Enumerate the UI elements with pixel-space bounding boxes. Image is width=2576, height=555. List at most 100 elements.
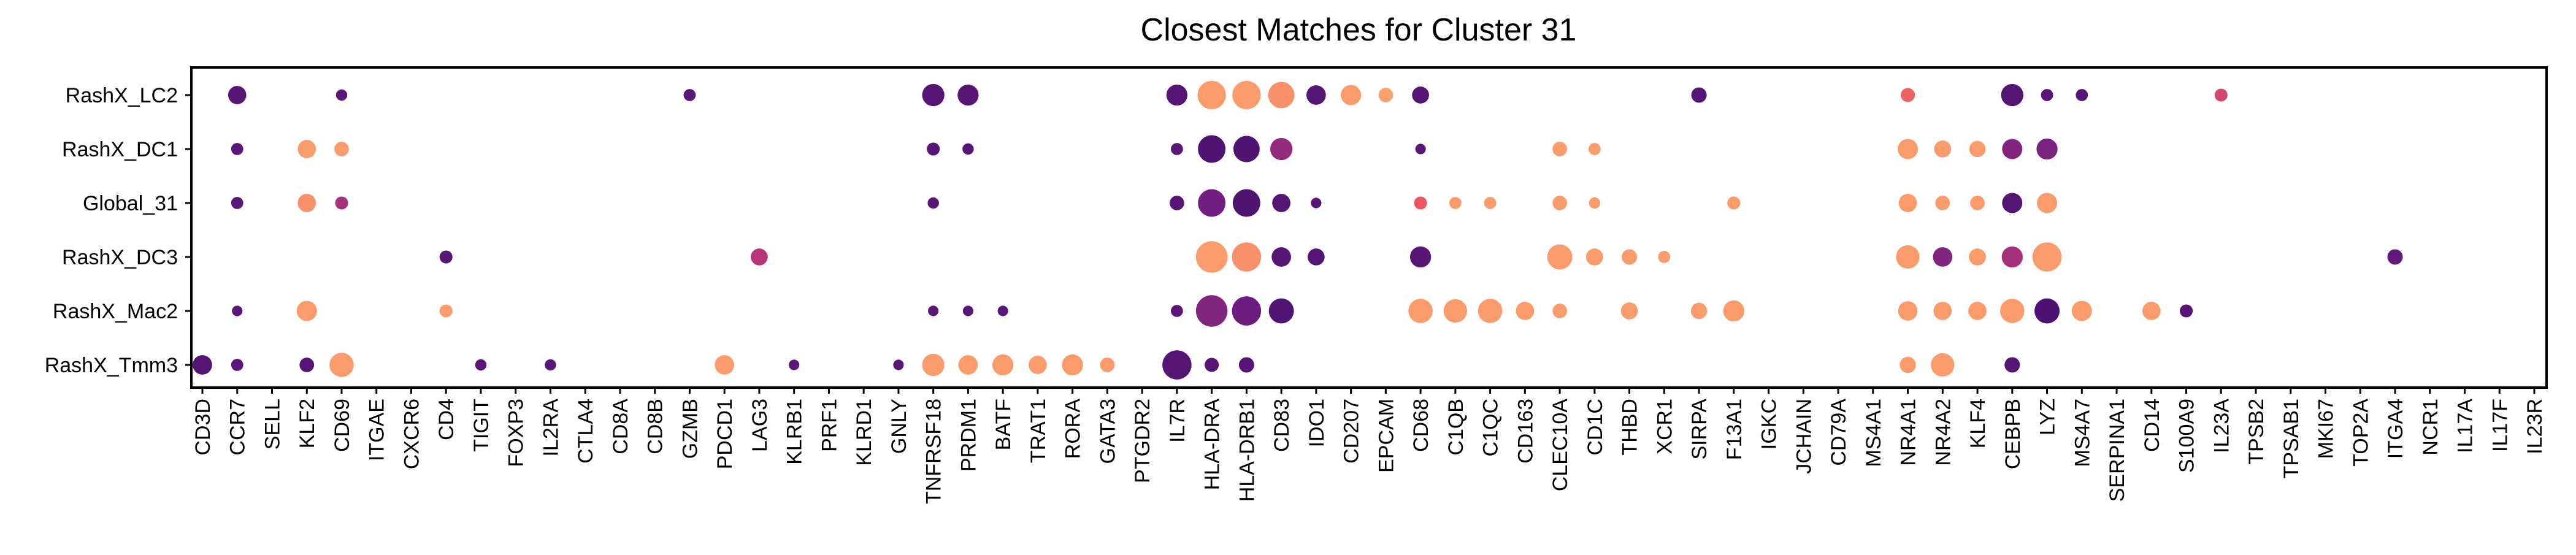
dot-rashx-lc2-cebpb — [2001, 83, 2023, 107]
column-label-cd8a: CD8A — [609, 399, 632, 454]
dot-rashx-tmm3-klrb1 — [789, 359, 800, 370]
dot-rashx-dc3-nr4a1 — [1896, 245, 1920, 269]
dots-layer — [193, 80, 2403, 380]
dot-rashx-tmm3-hla-drb1 — [1238, 357, 1254, 373]
dot-global-31-klf4 — [1970, 196, 1985, 210]
column-label-il17a: IL17A — [2454, 399, 2477, 453]
column-label-sirpa: SIRPA — [1688, 399, 1711, 460]
column-label-cd68: CD68 — [1409, 399, 1433, 452]
dot-global-31-cd68 — [1414, 196, 1427, 210]
column-label-cd79a: CD79A — [1827, 399, 1850, 466]
dot-rashx-mac2-cebpb — [2000, 299, 2025, 323]
dot-rashx-tmm3-prdm1 — [958, 355, 978, 375]
column-label-il17f: IL17F — [2488, 399, 2512, 452]
dot-rashx-lc2-ccr7 — [228, 86, 247, 104]
column-label-ido1: IDO1 — [1305, 399, 1328, 447]
dot-rashx-dc3-nr4a2 — [1933, 247, 1953, 267]
column-label-cd1c: CD1C — [1584, 399, 1607, 456]
column-label-ncr1: NCR1 — [2419, 399, 2442, 456]
column-label-cd8b: CD8B — [644, 399, 667, 454]
column-label-top2a: TOP2A — [2349, 399, 2372, 467]
dot-rashx-mac2-c1qb — [1443, 299, 1468, 323]
column-label-igkc: IGKC — [1758, 399, 1781, 450]
dot-rashx-tmm3-hla-dra — [1205, 358, 1219, 372]
dot-rashx-mac2-ms4a7 — [2071, 300, 2092, 321]
column-label-clec10a: CLEC10A — [1549, 399, 1572, 492]
dot-rashx-mac2-thbd — [1620, 302, 1638, 320]
row-label-global-31: Global_31 — [83, 192, 178, 215]
dot-rashx-dc3-ido1 — [1308, 248, 1325, 266]
dot-rashx-mac2-hla-dra — [1195, 295, 1228, 327]
row-label-rashx-dc3: RashX_DC3 — [62, 246, 178, 269]
dot-rashx-mac2-cd14 — [2142, 302, 2161, 320]
column-label-cd207: CD207 — [1340, 399, 1363, 464]
dot-global-31-cd83 — [1272, 194, 1290, 212]
dot-rashx-mac2-c1qc — [1478, 299, 1503, 323]
column-label-pdcd1: PDCD1 — [713, 399, 737, 469]
dot-global-31-cd69 — [335, 196, 348, 210]
row-label-rashx-lc2: RashX_LC2 — [66, 84, 178, 107]
column-label-klf4: KLF4 — [1966, 399, 1990, 448]
dot-rashx-lc2-cd68 — [1412, 86, 1429, 104]
dot-rashx-dc3-clec10a — [1547, 244, 1573, 270]
column-label-ms4a1: MS4A1 — [1862, 399, 1885, 467]
column-label-epcam: EPCAM — [1374, 399, 1398, 473]
dot-global-31-nr4a2 — [1935, 196, 1950, 210]
dot-rashx-dc1-cd83 — [1270, 137, 1293, 161]
column-label-klrd1: KLRD1 — [853, 399, 876, 466]
column-label-cebpb: CEBPB — [2001, 399, 2025, 469]
dot-rashx-tmm3-gnly — [893, 359, 904, 370]
dot-rashx-lc2-nr4a1 — [1901, 88, 1915, 102]
dot-rashx-dc3-xcr1 — [1658, 251, 1671, 263]
column-label-rora: RORA — [1062, 399, 1085, 459]
dot-rashx-mac2-cd68 — [1408, 299, 1433, 323]
column-label-tpsab1: TPSAB1 — [2280, 399, 2303, 478]
dot-rashx-mac2-cd83 — [1268, 298, 1294, 324]
dot-rashx-mac2-nr4a2 — [1933, 302, 1952, 320]
dot-global-31-lyz — [2037, 193, 2058, 213]
dot-rashx-mac2-hla-drb1 — [1232, 296, 1262, 326]
column-label-nr4a2: NR4A2 — [1931, 399, 1955, 466]
column-label-itga4: ITGA4 — [2384, 399, 2407, 459]
dot-rashx-dc1-nr4a2 — [1934, 140, 1952, 158]
dot-rashx-dc1-cebpb — [2002, 139, 2023, 159]
column-labels: CD3D CCR7 SELL KLF2 CD69 ITGAE CXCR6 CD4 TIGIT FO… — [191, 399, 2547, 504]
dot-rashx-dc1-klf2 — [297, 140, 316, 158]
dot-rashx-dc3-cd4 — [439, 250, 453, 264]
dot-rashx-mac2-tnfrsf18 — [928, 305, 939, 316]
dot-rashx-dc1-ccr7 — [231, 143, 243, 155]
column-label-il2ra: IL2RA — [539, 399, 562, 457]
dot-rashx-mac2-lyz — [2034, 298, 2060, 324]
dot-global-31-hla-drb1 — [1232, 189, 1260, 217]
column-label-itgae: ITGAE — [366, 399, 389, 461]
column-label-gnly: GNLY — [887, 399, 911, 454]
dot-rashx-dc1-nr4a1 — [1898, 139, 1919, 159]
dot-rashx-dc1-lyz — [2036, 138, 2058, 160]
column-label-cd4: CD4 — [435, 399, 458, 440]
column-label-serpina1: SERPINA1 — [2106, 399, 2129, 502]
column-label-hla-dra: HLA-DRA — [1201, 399, 1224, 491]
dot-rashx-lc2-hla-drb1 — [1232, 80, 1261, 110]
column-label-il23a: IL23A — [2210, 399, 2233, 453]
dot-global-31-ido1 — [1311, 197, 1322, 209]
dot-rashx-lc2-cd83 — [1268, 82, 1295, 109]
dot-rashx-dc1-il7r — [1170, 143, 1183, 155]
dot-global-31-hla-dra — [1198, 189, 1226, 217]
dot-rashx-lc2-il7r — [1166, 84, 1188, 106]
dot-rashx-dc3-itga4 — [2387, 249, 2403, 265]
column-label-ccr7: CCR7 — [226, 399, 250, 456]
dot-rashx-lc2-tnfrsf18 — [922, 83, 945, 107]
column-label-ctla4: CTLA4 — [574, 399, 597, 464]
dot-rashx-mac2-s100a9 — [2179, 304, 2193, 318]
dot-rashx-dc1-clec10a — [1552, 142, 1567, 156]
dot-global-31-il7r — [1170, 196, 1184, 210]
column-label-ms4a7: MS4A7 — [2071, 399, 2094, 467]
dot-rashx-dc3-cd83 — [1271, 247, 1291, 267]
dot-rashx-dc3-lyz — [2032, 242, 2062, 272]
dot-global-31-f13a1 — [1727, 196, 1741, 210]
dot-rashx-tmm3-rora — [1062, 354, 1083, 376]
dot-rashx-mac2-cd163 — [1516, 302, 1535, 320]
dot-rashx-dc3-lag3 — [751, 248, 768, 266]
